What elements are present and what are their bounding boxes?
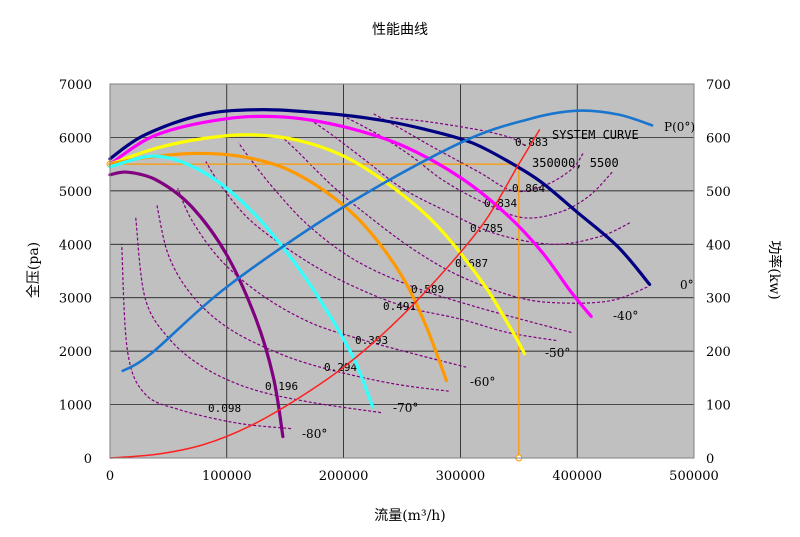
efficiency-curve bbox=[390, 117, 525, 146]
y-tick-label: 5000 bbox=[59, 185, 92, 200]
pressure-curve-label: -40° bbox=[613, 309, 638, 323]
pressure-curve-label: -80° bbox=[302, 427, 327, 441]
efficiency-curve bbox=[135, 217, 382, 414]
plot-border bbox=[109, 83, 695, 459]
efficiency-label: 0.098 bbox=[208, 402, 241, 415]
x-tick-label: 400000 bbox=[552, 469, 602, 484]
system-curve-label: SYSTEM CURVE bbox=[552, 128, 639, 142]
y-axis-label: 全压(pa) bbox=[25, 242, 42, 298]
efficiency-curve bbox=[156, 204, 449, 392]
power-curve bbox=[121, 109, 654, 373]
x-tick-label: 200000 bbox=[319, 469, 369, 484]
y2-tick-label: 200 bbox=[706, 345, 731, 360]
pressure-curves bbox=[108, 107, 652, 439]
x-tick-labels: 0 100000 200000 300000 400000 500000 bbox=[106, 469, 719, 484]
system-curve bbox=[109, 129, 541, 459]
efficiency-label: 0.196 bbox=[265, 380, 298, 393]
y2-tick-labels: 0 100 200 300 400 500 600 700 bbox=[706, 78, 731, 467]
efficiency-curve bbox=[121, 244, 292, 430]
pressure-curve-label: -70° bbox=[393, 401, 418, 415]
efficiency-curve bbox=[177, 187, 467, 368]
pressure-curve-label: -60° bbox=[470, 375, 495, 389]
y-tick-label: 2000 bbox=[59, 345, 92, 360]
efficiency-label: 0.785 bbox=[470, 222, 503, 235]
efficiency-label: 0.294 bbox=[324, 361, 357, 374]
efficiency-curve bbox=[308, 118, 631, 245]
efficiency-curve bbox=[372, 112, 584, 193]
x-axis-label: 流量(m³/h) bbox=[374, 508, 446, 524]
efficiency-curve bbox=[238, 142, 572, 333]
pressure-curve bbox=[108, 114, 593, 318]
y-tick-label: 1000 bbox=[59, 399, 92, 414]
pressure-curve bbox=[108, 154, 375, 409]
y-tick-label: 0 bbox=[84, 452, 92, 467]
chart-title: 性能曲线 bbox=[372, 22, 428, 38]
efficiency-label: 0.687 bbox=[455, 257, 488, 270]
y-tick-label: 4000 bbox=[59, 238, 92, 253]
pressure-curve-label: 0° bbox=[680, 278, 694, 292]
y2-tick-label: 600 bbox=[706, 131, 731, 146]
y-tick-label: 6000 bbox=[59, 131, 92, 146]
pressure-curve-label: -50° bbox=[545, 346, 570, 360]
x-tick-label: 100000 bbox=[202, 469, 252, 484]
x-tick-label: 300000 bbox=[436, 469, 486, 484]
efficiency-curve bbox=[205, 161, 557, 342]
pressure-curve bbox=[108, 151, 448, 383]
y-tick-label: 3000 bbox=[59, 292, 92, 307]
y2-axis-label: 功率(kw) bbox=[766, 240, 783, 299]
y2-tick-label: 300 bbox=[706, 292, 731, 307]
y2-tick-label: 0 bbox=[706, 452, 714, 467]
efficiency-curves: 0.8830.8640.8340.7850.6870.5890.4910.393… bbox=[121, 112, 648, 430]
pressure-curve bbox=[108, 170, 285, 439]
y-tick-labels: 0 1000 2000 3000 4000 5000 6000 7000 bbox=[59, 78, 92, 467]
pressure-curve bbox=[108, 133, 527, 356]
y2-tick-label: 500 bbox=[706, 185, 731, 200]
curve-labels: 350000, 5500 0° -40° -50° -60° -70° -80° SYSTEM… bbox=[302, 120, 695, 441]
pressure-curve bbox=[108, 107, 652, 286]
efficiency-curve bbox=[278, 134, 648, 304]
efficiency-label: 0.864 bbox=[512, 182, 545, 195]
y-tick-label: 7000 bbox=[59, 78, 92, 93]
x-tick-label: 500000 bbox=[669, 469, 719, 484]
power-curve-line bbox=[121, 109, 654, 373]
y2-tick-label: 400 bbox=[706, 238, 731, 253]
x-tick-label: 0 bbox=[106, 469, 114, 484]
y2-tick-label: 700 bbox=[706, 78, 731, 93]
power-curve-label: P(0°) bbox=[664, 120, 695, 134]
system-curve-line bbox=[109, 129, 541, 459]
operating-point-label: 350000, 5500 bbox=[532, 156, 619, 170]
y2-tick-label: 100 bbox=[706, 399, 731, 414]
